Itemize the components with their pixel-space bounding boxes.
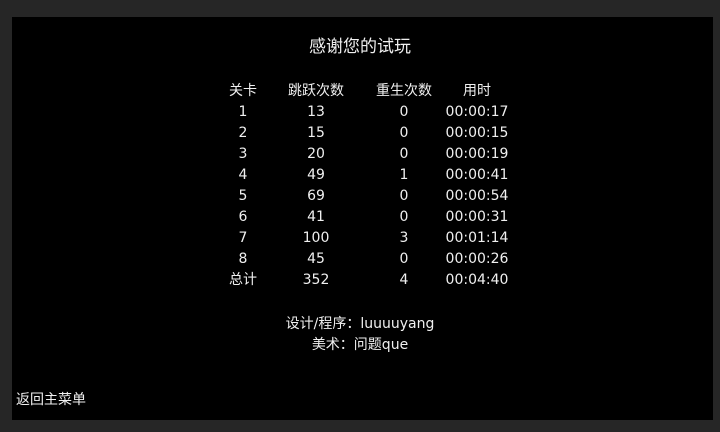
cell-time: 00:04:40 [445,272,509,288]
cell-time: 00:00:41 [445,167,509,183]
cell-jumps: 41 [307,209,325,225]
cell-respawns: 0 [399,209,409,225]
cell-time: 00:00:54 [445,188,509,204]
cell-level: 7 [238,230,248,246]
cell-time: 00:00:19 [445,146,509,162]
cell-jumps: 45 [307,251,325,267]
credit-design: 设计/程序：luuuuyang [285,316,435,332]
cell-respawns: 0 [399,146,409,162]
header-jumps: 跳跃次数 [288,83,344,99]
back-to-main-menu-button[interactable]: 返回主菜单 [16,392,86,408]
cell-jumps: 13 [307,104,325,120]
cell-respawns: 3 [399,230,409,246]
cell-level: 总计 [229,272,257,288]
cell-level: 1 [238,104,248,120]
header-respawns: 重生次数 [376,83,432,99]
cell-level: 5 [238,188,248,204]
cell-level: 8 [238,251,248,267]
page-title: 感谢您的试玩 [309,37,411,57]
cell-level: 4 [238,167,248,183]
cell-respawns: 0 [399,125,409,141]
cell-time: 00:01:14 [445,230,509,246]
header-time: 用时 [463,83,491,99]
cell-respawns: 4 [399,272,409,288]
cell-level: 3 [238,146,248,162]
cell-jumps: 100 [302,230,330,246]
cell-level: 2 [238,125,248,141]
cell-respawns: 0 [399,104,409,120]
game-screen [12,17,713,420]
cell-time: 00:00:31 [445,209,509,225]
cell-jumps: 352 [302,272,330,288]
cell-jumps: 49 [307,167,325,183]
cell-respawns: 0 [399,251,409,267]
cell-respawns: 1 [399,167,409,183]
cell-jumps: 15 [307,125,325,141]
credit-art: 美术：问题que [311,337,409,353]
cell-respawns: 0 [399,188,409,204]
cell-jumps: 20 [307,146,325,162]
cell-time: 00:00:26 [445,251,509,267]
cell-jumps: 69 [307,188,325,204]
cell-time: 00:00:17 [445,104,509,120]
cell-time: 00:00:15 [445,125,509,141]
cell-level: 6 [238,209,248,225]
header-level: 关卡 [229,83,257,99]
